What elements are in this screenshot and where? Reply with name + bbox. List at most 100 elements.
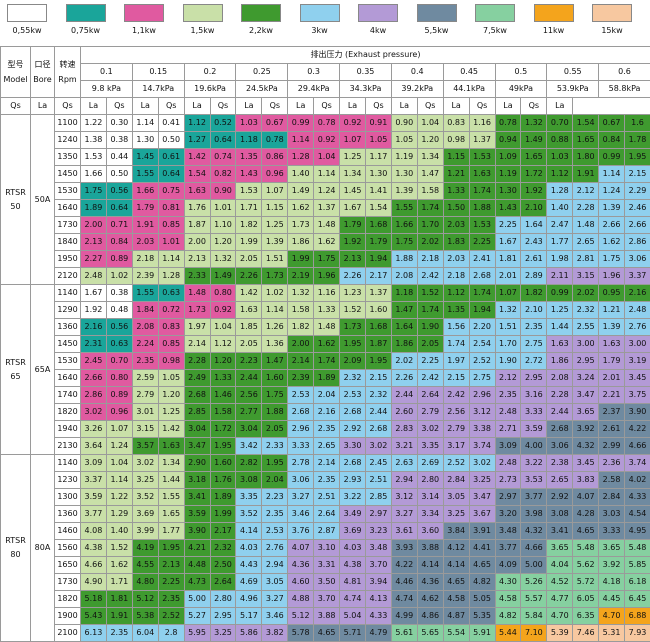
value-cell: 5.38 [132, 608, 158, 625]
value-cell: 1.14 [599, 166, 625, 183]
value-cell: 1.39 [262, 234, 288, 251]
value-cell: 5.62 [573, 557, 599, 574]
value-cell: 1.63 [158, 438, 184, 455]
value-cell: 1.64 [521, 217, 547, 234]
value-cell: 2.02 [417, 234, 443, 251]
value-cell: 0.90 [210, 183, 236, 200]
value-cell: 1.33 [314, 302, 340, 319]
value-cell: 5.57 [521, 591, 547, 608]
value-cell: 0.78 [314, 115, 340, 132]
value-cell: 3.53 [521, 472, 547, 489]
value-cell: 6.13 [81, 625, 107, 642]
value-cell: 2.33 [262, 438, 288, 455]
legend-label: 0,75kw [61, 26, 111, 35]
value-cell: 2.25 [495, 217, 521, 234]
value-cell: 4.73 [184, 574, 210, 591]
value-cell: 0.75 [158, 183, 184, 200]
value-cell: 2.04 [314, 387, 340, 404]
value-cell: 3.92 [573, 421, 599, 438]
value-cell: 1.22 [106, 489, 132, 506]
value-cell: 1.55 [132, 285, 158, 302]
value-cell: 4.46 [391, 574, 417, 591]
value-cell: 2.35 [314, 421, 340, 438]
value-cell: 1.52 [340, 302, 366, 319]
value-cell: 1.43 [236, 166, 262, 183]
value-cell: 4.54 [625, 506, 650, 523]
value-cell: 1.49 [521, 132, 547, 149]
pressure-mpa: 0.1 [81, 64, 133, 81]
value-cell: 3.08 [547, 506, 573, 523]
value-cell: 1.72 [521, 166, 547, 183]
value-cell: 4.65 [443, 574, 469, 591]
value-cell: 5.54 [443, 625, 469, 642]
value-cell: 1.96 [314, 268, 340, 285]
value-cell: 2.68 [469, 268, 495, 285]
value-cell: 2.47 [547, 217, 573, 234]
value-cell: 1.25 [547, 302, 573, 319]
value-cell: 4.00 [521, 438, 547, 455]
value-cell: 2.35 [262, 506, 288, 523]
value-cell: 2.31 [81, 336, 107, 353]
value-cell: 3.77 [81, 506, 107, 523]
value-cell: 2.64 [314, 506, 340, 523]
value-cell: 5.95 [184, 625, 210, 642]
legend-swatch [124, 4, 164, 22]
legend-swatch [183, 4, 223, 22]
value-cell: 3.45 [573, 455, 599, 472]
value-cell: 7.46 [573, 625, 599, 642]
value-cell: 1.58 [210, 404, 236, 421]
value-cell: 3.60 [417, 523, 443, 540]
value-cell: 2.05 [417, 336, 443, 353]
value-cell: 2.45 [81, 353, 107, 370]
value-cell: 3.57 [132, 438, 158, 455]
value-cell: 2.18 [443, 268, 469, 285]
value-cell: 3.65 [599, 540, 625, 557]
rpm-cell: 1740 [55, 387, 81, 404]
value-cell: 3.12 [391, 489, 417, 506]
value-cell: 3.23 [365, 523, 391, 540]
value-cell: 2.75 [469, 370, 495, 387]
value-cell: 1.55 [132, 166, 158, 183]
value-cell: 1.16 [469, 115, 495, 132]
qs-header: Qs [365, 98, 391, 115]
value-cell: 1.73 [288, 217, 314, 234]
value-cell: 1.47 [262, 353, 288, 370]
value-cell: 1.28 [288, 149, 314, 166]
rpm-cell: 1730 [55, 574, 81, 591]
value-cell: 3.69 [132, 506, 158, 523]
value-cell: 0.85 [158, 217, 184, 234]
value-cell: 1.32 [288, 285, 314, 302]
value-cell: 4.45 [599, 591, 625, 608]
value-cell: 2.56 [443, 404, 469, 421]
value-cell: 2.69 [417, 455, 443, 472]
value-cell: 0.81 [158, 200, 184, 217]
value-cell: 1.39 [391, 183, 417, 200]
value-cell: 0.82 [210, 166, 236, 183]
value-cell: 1.49 [210, 268, 236, 285]
value-cell: 1.63 [469, 166, 495, 183]
value-cell: 5.12 [288, 608, 314, 625]
value-cell: 3.50 [314, 574, 340, 591]
value-cell: 1.86 [288, 234, 314, 251]
value-cell: 4.66 [625, 438, 650, 455]
value-cell: 2.14 [314, 455, 340, 472]
value-cell: 2.17 [210, 523, 236, 540]
la-header: La [31, 98, 55, 115]
value-cell: 3.30 [340, 438, 366, 455]
value-cell: 4.08 [81, 523, 107, 540]
value-cell: 1.53 [236, 183, 262, 200]
value-cell: 4.62 [417, 591, 443, 608]
value-cell: 1.34 [340, 166, 366, 183]
rpm-cell: 1240 [55, 132, 81, 149]
value-cell: 3.31 [314, 557, 340, 574]
value-cell: 1.30 [391, 166, 417, 183]
value-cell: 1.33 [210, 370, 236, 387]
value-cell: 0.92 [340, 115, 366, 132]
value-cell: 2.52 [158, 608, 184, 625]
value-cell: 2.35 [158, 591, 184, 608]
value-cell: 2.08 [547, 370, 573, 387]
value-cell: 4.03 [340, 540, 366, 557]
